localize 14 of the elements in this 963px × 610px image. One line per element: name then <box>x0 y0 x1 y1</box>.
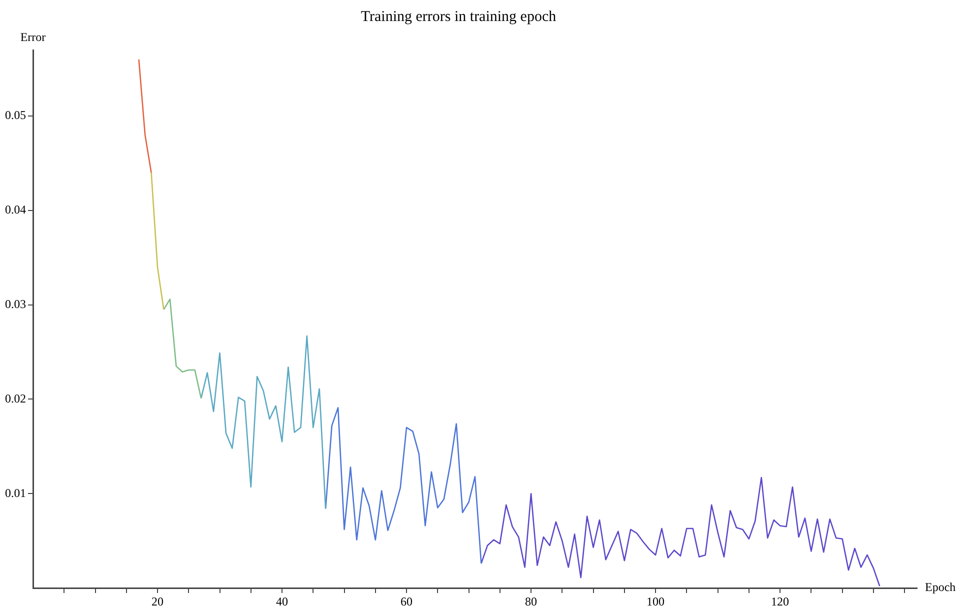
x-tick-label: 20 <box>152 594 164 608</box>
chart-title: Training errors in training epoch <box>360 8 557 25</box>
y-axis-title: Error <box>20 30 46 44</box>
y-tick-label: 0.01 <box>5 486 26 500</box>
x-tick-label: 40 <box>276 594 288 608</box>
x-axis-title: Epoch <box>925 580 956 594</box>
x-tick-label: 80 <box>525 594 538 608</box>
y-tick-label: 0.05 <box>5 108 26 122</box>
x-tick-label: 120 <box>771 594 790 608</box>
y-tick-label: 0.02 <box>5 391 26 406</box>
y-tick-label: 0.04 <box>5 202 26 217</box>
x-tick-label: 60 <box>400 594 413 608</box>
y-tick-label: 0.03 <box>5 297 26 311</box>
x-tick-label: 100 <box>646 594 665 608</box>
